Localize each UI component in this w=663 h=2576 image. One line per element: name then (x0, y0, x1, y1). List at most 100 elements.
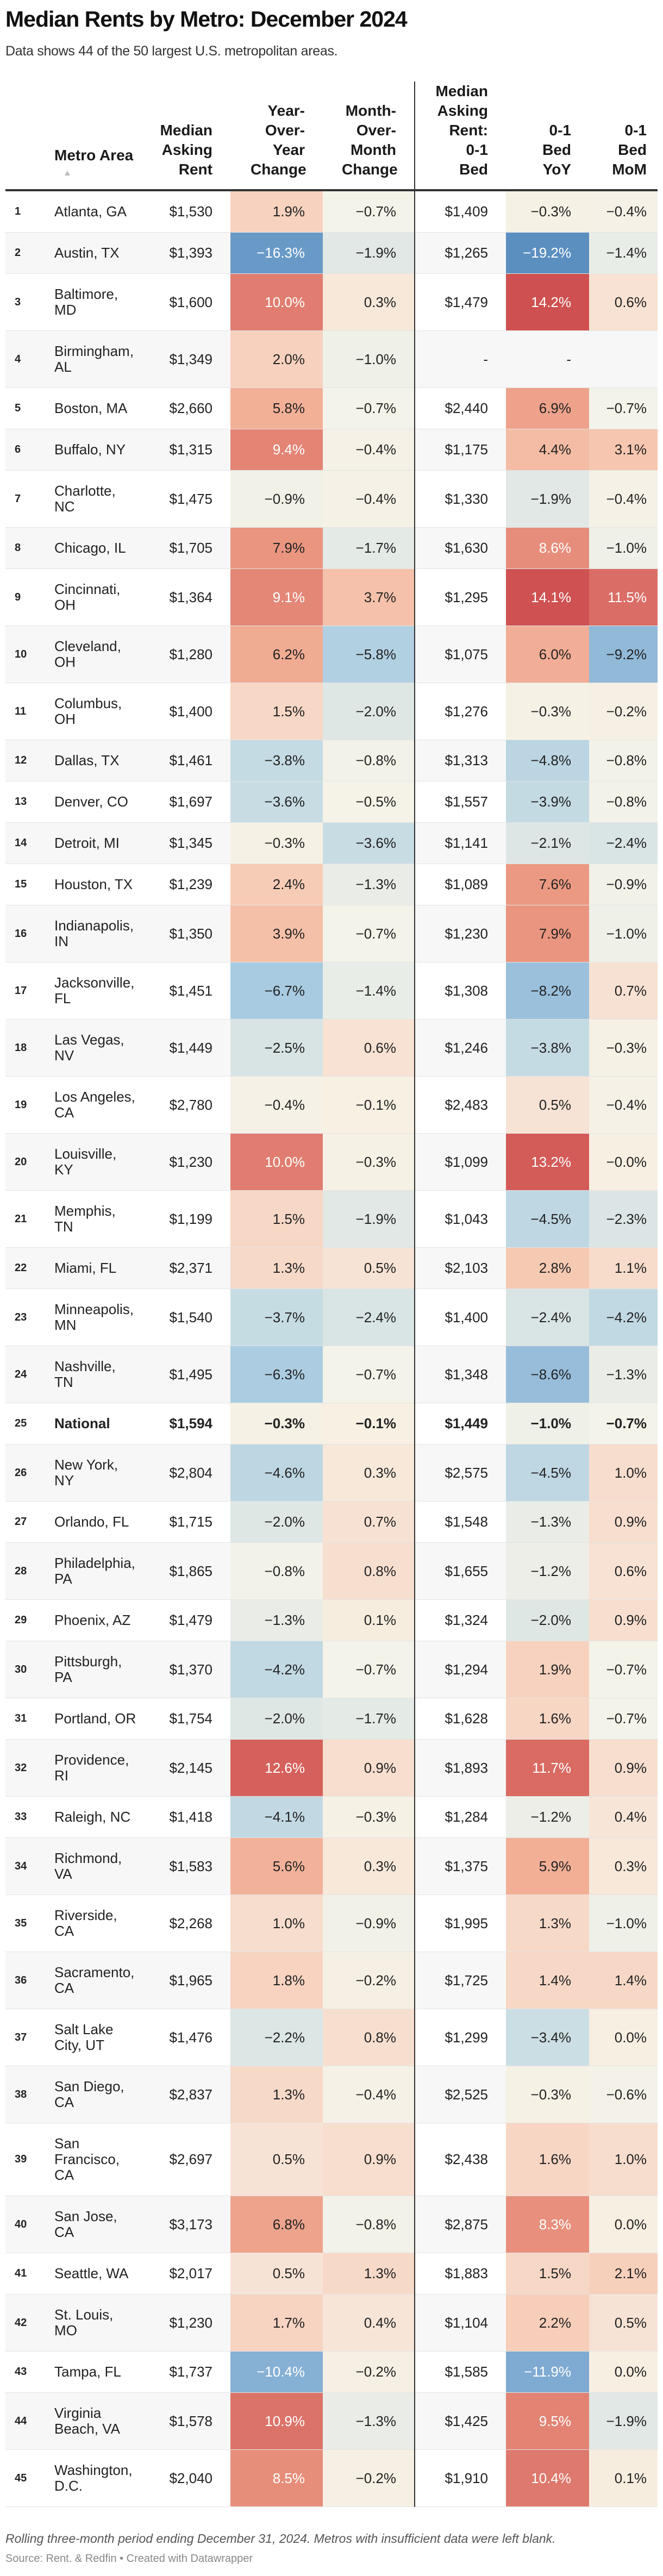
cell-value: $1,280 (169, 646, 212, 662)
rank-cell: 33 (5, 1796, 49, 1838)
mom-cell: −0.3% (323, 1796, 415, 1838)
header-metro-area[interactable]: Metro Area ▲ (49, 82, 141, 191)
median-rent-cell: $2,837 (141, 2066, 230, 2123)
bed-rent-cell: $1,400 (414, 1289, 506, 1346)
header-label: Metro Area (54, 147, 134, 164)
median-rent-cell: $2,371 (141, 1247, 230, 1289)
metro-name: Buffalo, NY (54, 441, 126, 458)
cell-value: $1,043 (445, 1210, 488, 1227)
rank-cell: 19 (5, 1076, 49, 1134)
cell-value: 0.0% (614, 2216, 647, 2233)
median-rent-cell: $1,715 (141, 1501, 230, 1543)
table-row: 20 Louisville, KY $1,230 10.0% −0.3% $1,099 13… (5, 1133, 658, 1191)
metro-name: Cincinnati, OH (54, 581, 121, 613)
cell-value: 9.1% (272, 589, 305, 605)
metro-name: Minneapolis, MN (54, 1301, 134, 1333)
table-row: 15 Houston, TX $1,239 2.4% −1.3% $1,089 7.6% −0… (5, 864, 658, 905)
cell-value: 0.8% (364, 2029, 396, 2046)
cell-value: −2.0% (264, 1514, 305, 1530)
cell-value: 0.5% (364, 1260, 396, 1276)
cell-value: 21 (15, 1212, 27, 1225)
bed-yoy-cell: 14.2% (506, 273, 589, 331)
cell-value: $1,364 (169, 589, 212, 605)
bed-rent-cell: $2,440 (414, 387, 506, 429)
cell-value: 1.5% (539, 2265, 571, 2281)
header-label: Median Asking Rent (160, 122, 212, 178)
bed-mom-cell (589, 330, 658, 388)
mom-cell: −0.7% (323, 1641, 415, 1698)
table-row: 18 Las Vegas, NV $1,449 −2.5% 0.6% $1,246 −3.8… (5, 1019, 658, 1077)
cell-value: $1,628 (445, 1710, 488, 1727)
cell-value: −0.3% (530, 703, 571, 720)
header-0-1-bed-yoy[interactable]: 0-1 Bed YoY (506, 82, 589, 191)
bed-mom-cell: 0.5% (589, 2294, 658, 2352)
cell-value: $1,199 (169, 1210, 212, 1227)
metro-cell: Richmond, VA (49, 1837, 141, 1895)
source-credit: Source: Rent. & Redfin • Created with Da… (5, 2553, 253, 2565)
cell-value: −0.8% (264, 1562, 305, 1579)
header-median-asking-rent[interactable]: Median Asking Rent (141, 82, 230, 191)
sort-ascending-icon[interactable]: ▲ (63, 168, 72, 178)
metro-name: Sacramento, CA (54, 1964, 135, 1996)
cell-value: 22 (15, 1262, 27, 1274)
bed-rent-cell: $1,294 (414, 1641, 506, 1698)
table-row: 5 Boston, MA $2,660 5.8% −0.7% $2,440 6.9% −0.7… (5, 387, 658, 429)
cell-value: 1.9% (272, 203, 305, 220)
table-row: 21 Memphis, TN $1,199 1.5% −1.9% $1,043 −4.5% −… (5, 1190, 658, 1248)
cell-value: −4.6% (264, 1464, 305, 1481)
cell-value: $1,265 (445, 245, 488, 261)
header-mom-change[interactable]: Month-Over-Month Change (323, 82, 415, 191)
cell-value: 32 (15, 1761, 27, 1774)
table-row: 7 Charlotte, NC $1,475 −0.9% −0.4% $1,330 −1.9… (5, 470, 658, 528)
cell-value: 7 (15, 492, 21, 505)
bed-yoy-cell: 10.4% (506, 2449, 589, 2507)
bed-rent-cell: $1,883 (414, 2253, 506, 2294)
bed-yoy-cell: 1.5% (506, 2253, 589, 2294)
rank-cell: 4 (5, 330, 49, 388)
yoy-cell: −0.3% (230, 822, 323, 864)
rank-cell: 17 (5, 962, 49, 1020)
header-label: Year-Over-Year Change (251, 102, 307, 178)
mom-cell: −0.2% (323, 2351, 415, 2393)
cell-value: −19.2% (523, 245, 571, 261)
mom-cell: −0.5% (323, 781, 415, 823)
yoy-cell: −1.3% (230, 1599, 323, 1641)
median-rent-cell: $3,173 (141, 2196, 230, 2253)
metro-cell: San Francisco, CA (49, 2123, 141, 2196)
header-0-1-bed-mom[interactable]: 0-1 Bed MoM (589, 82, 658, 191)
bed-yoy-cell: −3.8% (506, 1019, 589, 1077)
cell-value: −0.6% (606, 2086, 647, 2103)
bed-mom-cell: −0.4% (589, 1076, 658, 1134)
bed-yoy-cell: −1.2% (506, 1542, 589, 1600)
table-row: 37 Salt Lake City, UT $1,476 −2.2% 0.8% $1,29… (5, 2009, 658, 2066)
bed-rent-cell: $1,284 (414, 1796, 506, 1838)
median-rent-cell: $1,578 (141, 2392, 230, 2450)
cell-value: 20 (15, 1155, 27, 1168)
yoy-cell: 5.6% (230, 1837, 323, 1895)
metro-cell: Cincinnati, OH (49, 568, 141, 626)
bed-yoy-cell: −1.9% (506, 470, 589, 528)
mom-cell: 0.4% (323, 2294, 415, 2352)
cell-value: - (566, 351, 571, 367)
bed-rent-cell: $2,525 (414, 2066, 506, 2123)
metro-name: New York, NY (54, 1456, 118, 1489)
mom-cell: 0.9% (323, 2123, 415, 2196)
header-label: 0-1 Bed MoM (612, 122, 647, 178)
cell-value: 5.6% (272, 1858, 305, 1874)
cell-value: −0.2% (355, 2469, 396, 2486)
table-row: 41 Seattle, WA $2,017 0.5% 1.3% $1,883 1.5% 2.1… (5, 2253, 658, 2294)
cell-value: −0.7% (355, 1366, 396, 1383)
median-rent-cell: $1,475 (141, 470, 230, 528)
cell-value: 14 (15, 837, 27, 849)
header-yoy-change[interactable]: Year-Over-Year Change (230, 82, 323, 191)
cell-value: −0.4% (355, 2086, 396, 2103)
header-median-rent-0-1-bed[interactable]: Median Asking Rent: 0-1 Bed (414, 82, 506, 191)
metro-cell: San Jose, CA (49, 2196, 141, 2253)
bed-mom-cell: 0.9% (589, 1599, 658, 1641)
metro-name: Las Vegas, NV (54, 1031, 124, 1064)
cell-value: $2,525 (445, 2086, 488, 2103)
yoy-cell: −0.4% (230, 1076, 323, 1134)
bed-mom-cell: 0.9% (589, 1501, 658, 1543)
yoy-cell: −3.7% (230, 1289, 323, 1346)
median-rent-cell: $2,268 (141, 1895, 230, 1952)
